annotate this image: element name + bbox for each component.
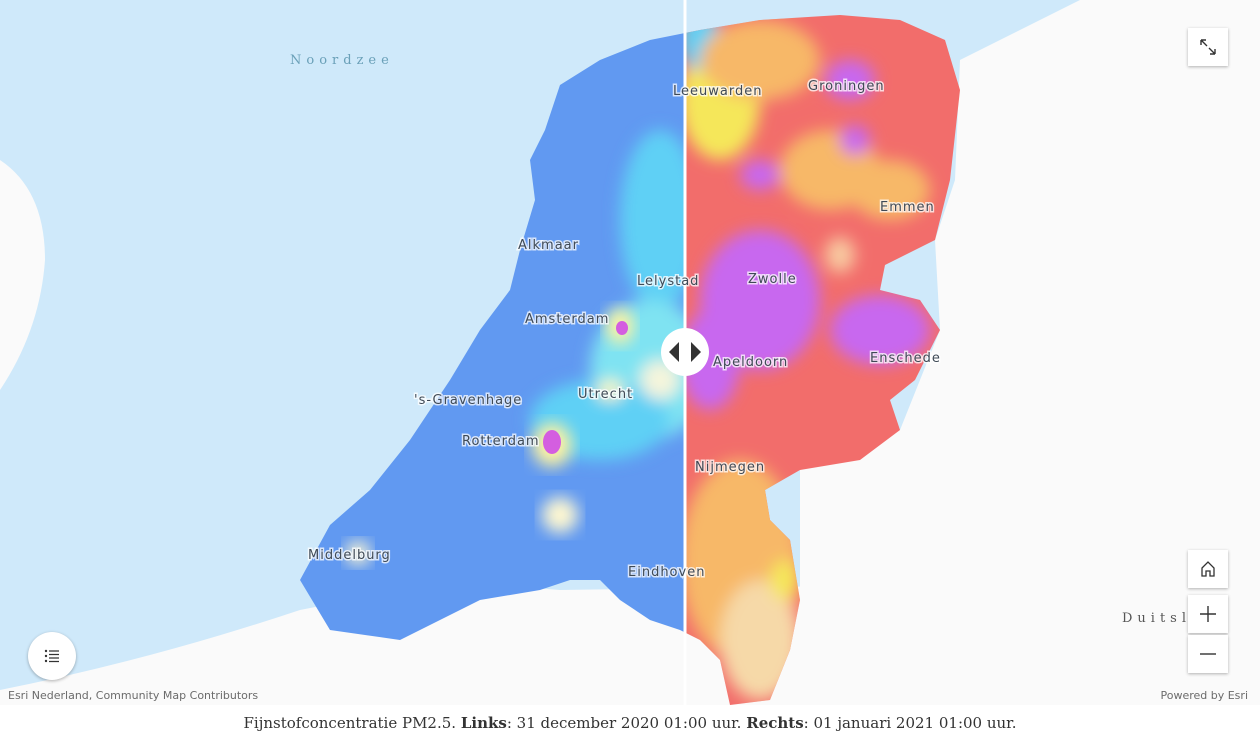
- place-label: Rotterdam: [462, 434, 540, 449]
- place-label: Zwolle: [748, 272, 797, 287]
- attribution: Esri Nederland, Community Map Contributo…: [8, 689, 259, 702]
- map: Noordzee Leeuwarden Groningen Emmen Alkmaar L…: [0, 0, 1260, 705]
- place-label: Nijmegen: [695, 460, 765, 475]
- caption-text: Fijnstofconcentratie PM2.5.: [243, 714, 461, 732]
- caption: Fijnstofconcentratie PM2.5. Links: 31 de…: [0, 714, 1260, 732]
- caption-text: : 01 januari 2021 01:00 uur.: [803, 714, 1017, 732]
- place-label: Noordzee: [290, 53, 394, 68]
- place-label: Emmen: [880, 200, 935, 215]
- caption-bold: Links: [460, 714, 507, 732]
- place-label: Groningen: [808, 79, 885, 94]
- caption-bold: Rechts: [746, 714, 804, 732]
- place-label: Eindhoven: [628, 565, 705, 580]
- fullscreen-button[interactable]: [1188, 28, 1228, 66]
- place-label: Apeldoorn: [713, 355, 788, 370]
- place-label: Duitsl: [1122, 611, 1191, 626]
- place-label: Middelburg: [308, 548, 391, 563]
- legend-button[interactable]: [28, 632, 76, 680]
- swipe-handle[interactable]: [661, 328, 709, 376]
- place-label: 's-Gravenhage: [414, 393, 522, 408]
- place-label: Enschede: [870, 351, 941, 366]
- zoom-in-button[interactable]: [1188, 595, 1228, 633]
- labels: Noordzee Leeuwarden Groningen Emmen Alkmaar L…: [290, 53, 1191, 626]
- place-label: Leeuwarden: [673, 84, 762, 99]
- place-label: Utrecht: [578, 387, 633, 402]
- place-label: Lelystad: [637, 274, 699, 289]
- home-button[interactable]: [1188, 550, 1228, 588]
- place-label: Alkmaar: [518, 238, 579, 253]
- zoom-out-button[interactable]: [1188, 635, 1228, 673]
- place-label: Amsterdam: [525, 312, 609, 327]
- powered-by: Powered by Esri: [1160, 689, 1248, 702]
- land: [800, 0, 1260, 705]
- caption-text: : 31 december 2020 01:00 uur.: [506, 714, 747, 732]
- land: [0, 160, 45, 390]
